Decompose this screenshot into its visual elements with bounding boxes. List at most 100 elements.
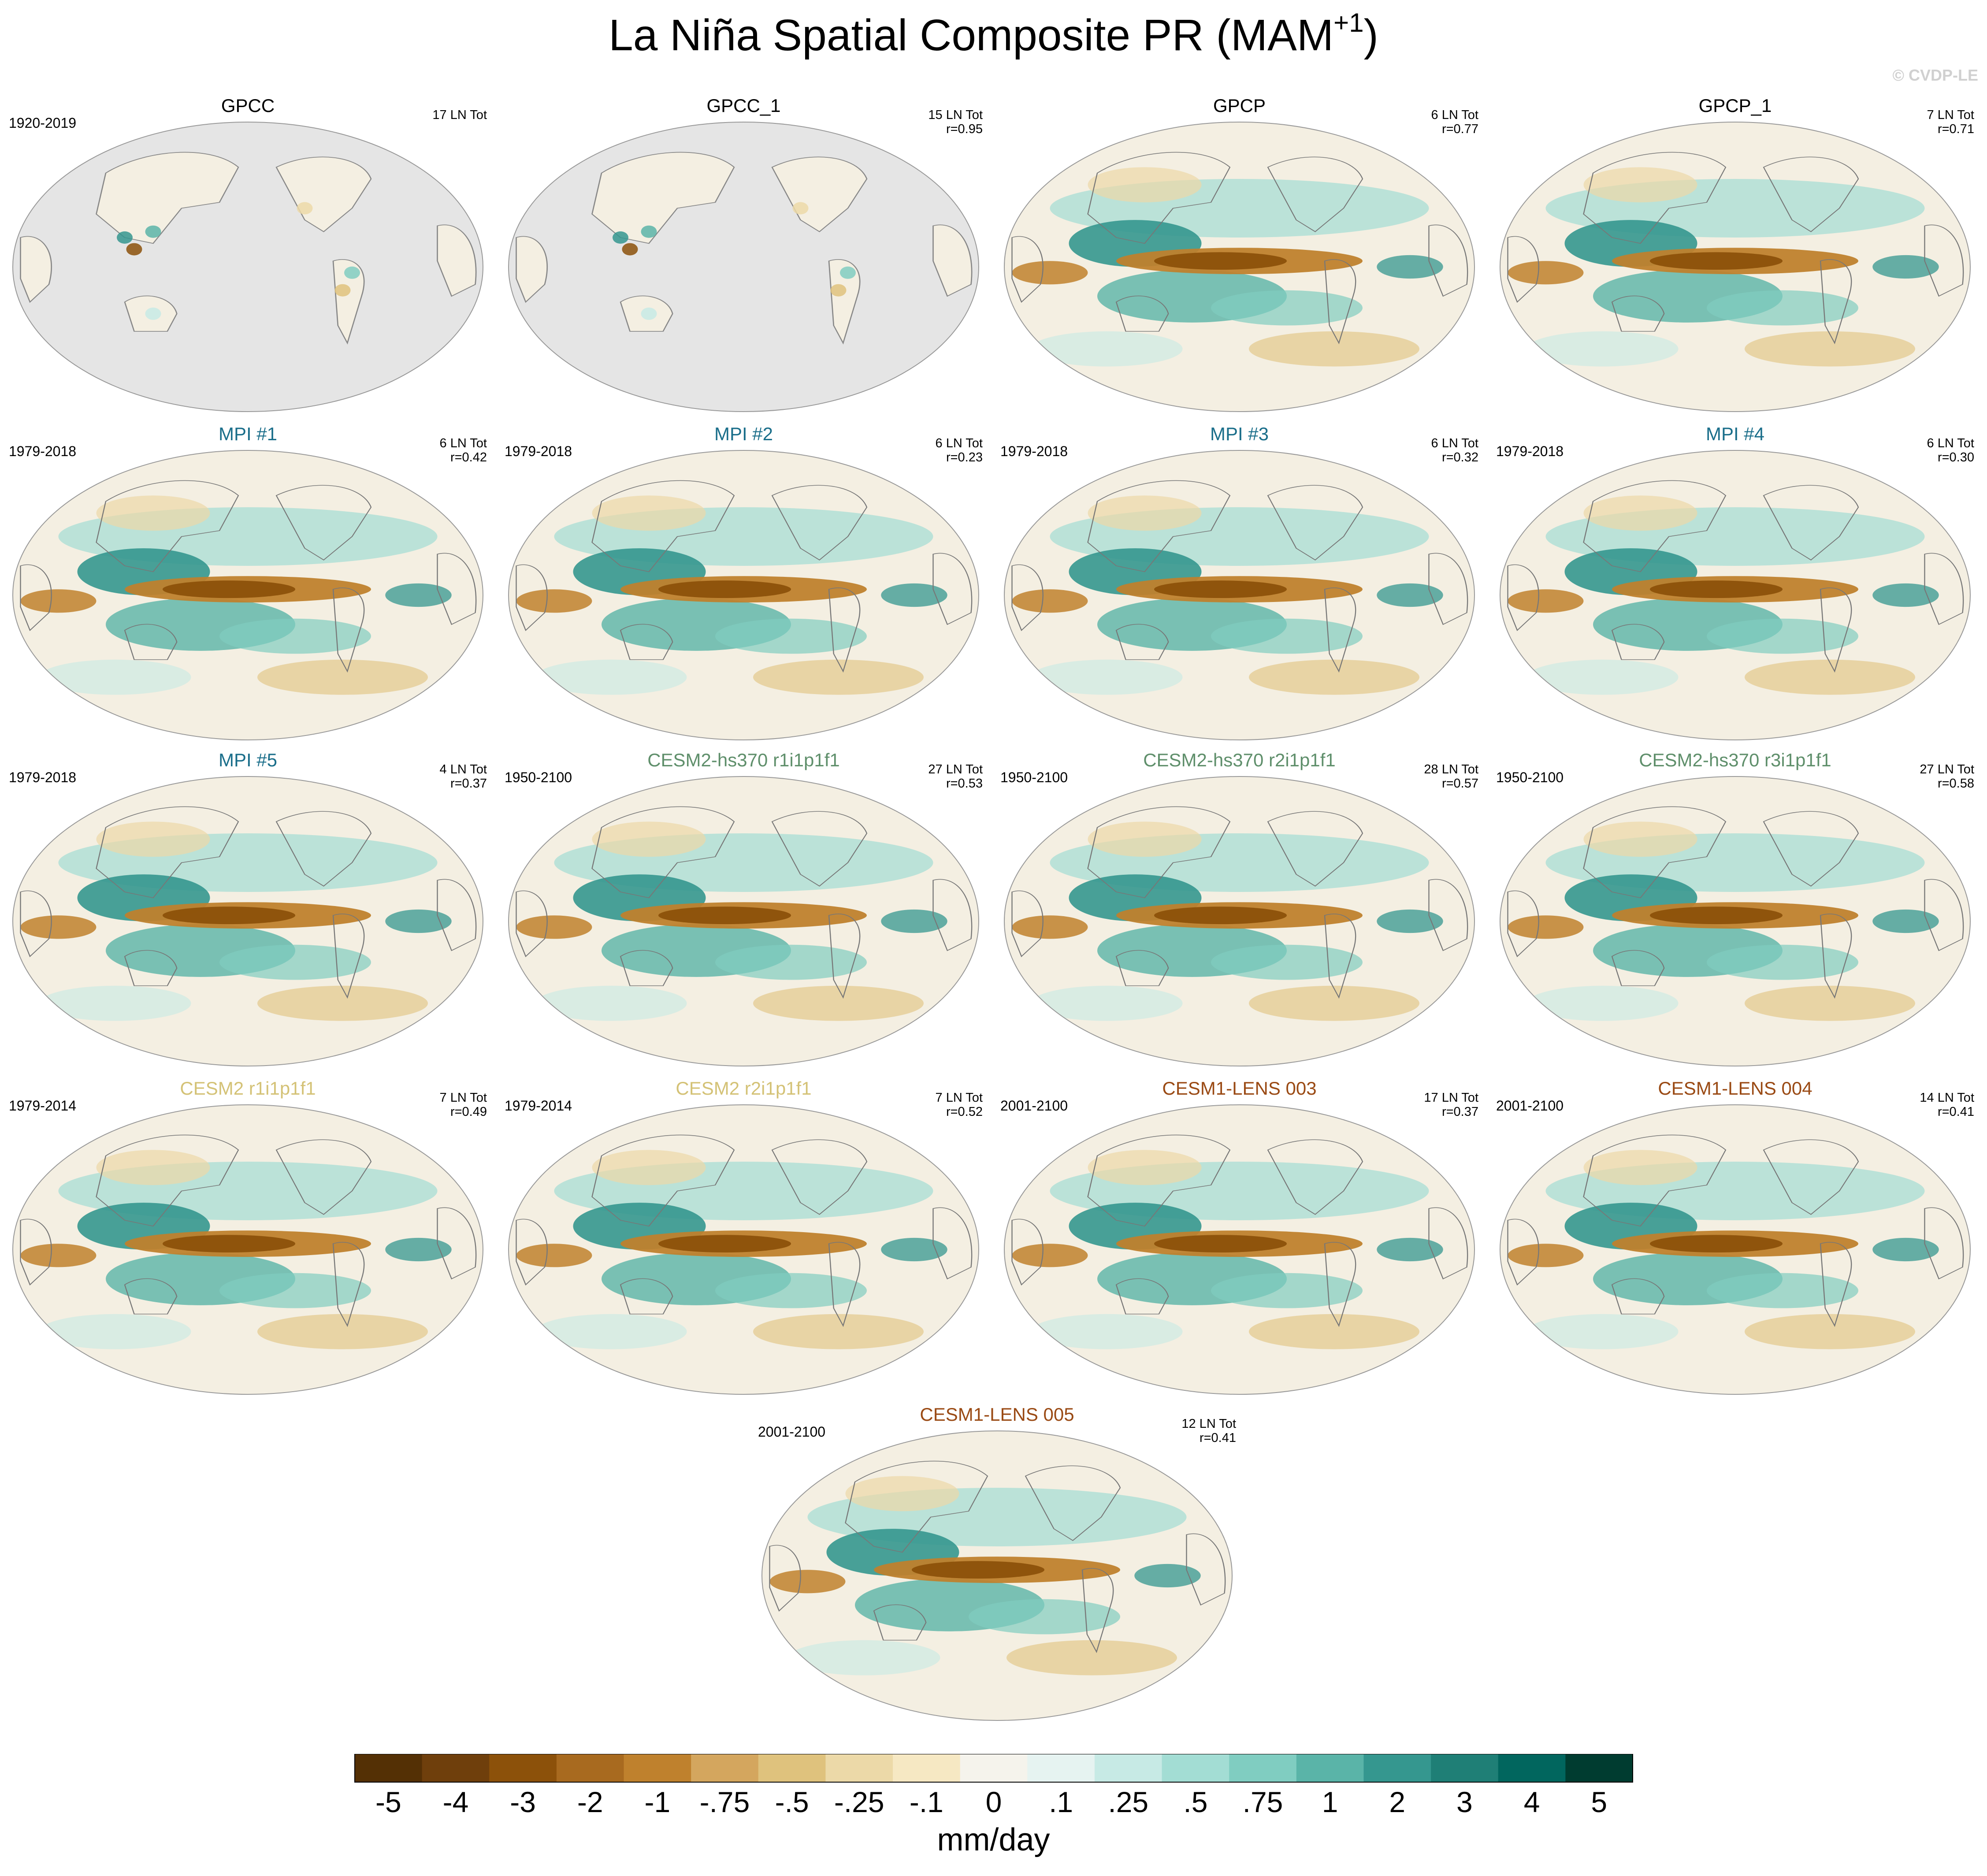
panel-correlation: r=0.52 xyxy=(946,1105,983,1119)
colorbar-tick-label: .75 xyxy=(1243,1786,1283,1818)
colorbar-tick-label: -.1 xyxy=(910,1786,943,1818)
panel-title: GPCC xyxy=(221,95,275,116)
credit-text: © CVDP-LE xyxy=(1892,66,1978,84)
colorbar-tick-label: .5 xyxy=(1183,1786,1207,1818)
colorbar-tick-label: -3 xyxy=(510,1786,536,1818)
map-panel: GPCC 1920-2019 17 LN Tot xyxy=(0,95,496,421)
panel-correlation: r=0.77 xyxy=(1441,122,1478,136)
panel-event-count: 7 LN Tot xyxy=(439,1091,487,1105)
panel-event-count: 6 LN Tot xyxy=(1431,108,1478,122)
colorbar-swatch xyxy=(1363,1754,1431,1782)
panel-correlation: r=0.42 xyxy=(450,450,487,464)
panel-correlation: r=0.37 xyxy=(450,776,487,791)
colorbar-swatch xyxy=(355,1754,423,1782)
panel-event-count: 17 LN Tot xyxy=(432,108,487,122)
colorbar-swatch xyxy=(1296,1754,1364,1782)
panel-event-count: 14 LN Tot xyxy=(1920,1091,1974,1105)
colorbar-tick-label: .25 xyxy=(1108,1786,1148,1818)
colorbar-swatch xyxy=(1229,1754,1297,1782)
panel-event-count: 17 LN Tot xyxy=(1424,1091,1478,1105)
map-panel: CESM1-LENS 004 2001-2100 14 LN Tot r=0.41 xyxy=(1487,1077,1983,1404)
panel-correlation: r=0.49 xyxy=(450,1105,487,1119)
map-panel: MPI #4 1979-2018 6 LN Tot r=0.30 xyxy=(1487,423,1983,749)
colorbar-tick-label: 0 xyxy=(986,1786,1002,1818)
map-image xyxy=(1500,776,1971,1066)
panel-years: 1979-2018 xyxy=(1496,443,1564,459)
colorbar-units: mm/day xyxy=(937,1822,1050,1857)
colorbar-swatch xyxy=(1565,1754,1633,1782)
panel-event-count: 6 LN Tot xyxy=(935,436,983,450)
colorbar-tick-label: -5 xyxy=(375,1786,401,1818)
panel-years: 1979-2018 xyxy=(9,769,77,785)
panel-correlation: r=0.95 xyxy=(946,122,983,136)
panel-title: MPI #4 xyxy=(1705,423,1765,444)
colorbar-swatch xyxy=(556,1754,624,1782)
panel-years: 1979-2018 xyxy=(505,443,572,459)
panel-correlation: r=0.41 xyxy=(1937,1105,1974,1119)
panel-title: CESM2 r2i1p1f1 xyxy=(676,1078,812,1099)
panel-correlation: r=0.58 xyxy=(1937,776,1974,791)
map-panel: CESM1-LENS 003 2001-2100 17 LN Tot r=0.37 xyxy=(992,1077,1487,1404)
panel-event-count: 4 LN Tot xyxy=(439,762,487,776)
map-image xyxy=(12,776,483,1066)
panel-correlation: r=0.23 xyxy=(946,450,983,464)
colorbar-swatch xyxy=(1027,1754,1095,1782)
panel-title: CESM2-hs370 r1i1p1f1 xyxy=(647,750,840,770)
panel-title: CESM1-LENS 003 xyxy=(1162,1078,1317,1099)
panel-event-count: 7 LN Tot xyxy=(1927,108,1974,122)
colorbar-swatch xyxy=(691,1754,759,1782)
colorbar-swatch xyxy=(825,1754,893,1782)
map-image xyxy=(508,1104,979,1395)
map-panel: CESM2 r1i1p1f1 1979-2014 7 LN Tot r=0.49 xyxy=(0,1077,496,1404)
map-panel: GPCP_1 7 LN Tot r=0.71 xyxy=(1487,95,1983,421)
map-panel: MPI #3 1979-2018 6 LN Tot r=0.32 xyxy=(992,423,1487,749)
colorbar-tick-label: -.25 xyxy=(834,1786,884,1818)
panel-title: CESM1-LENS 004 xyxy=(1658,1078,1812,1099)
panel-title: CESM2-hs370 r3i1p1f1 xyxy=(1639,750,1831,770)
panel-event-count: 28 LN Tot xyxy=(1424,762,1478,776)
colorbar-tick-label: .1 xyxy=(1049,1786,1073,1818)
map-panel: CESM2-hs370 r1i1p1f1 1950-2100 27 LN Tot r=… xyxy=(496,749,992,1075)
colorbar-tick-label: 2 xyxy=(1389,1786,1405,1818)
map-image xyxy=(12,122,483,412)
colorbar-tick-label: -.75 xyxy=(700,1786,750,1818)
map-panel: MPI #1 1979-2018 6 LN Tot r=0.42 xyxy=(0,423,496,749)
colorbar-tick-label: 1 xyxy=(1322,1786,1338,1818)
map-image xyxy=(1004,776,1475,1066)
map-panel: MPI #2 1979-2018 6 LN Tot r=0.23 xyxy=(496,423,992,749)
map-image xyxy=(12,1104,483,1395)
panel-event-count: 27 LN Tot xyxy=(928,762,983,776)
panel-title: MPI #5 xyxy=(218,750,278,770)
panel-event-count: 27 LN Tot xyxy=(1920,762,1974,776)
map-image xyxy=(1500,450,1971,740)
map-panel: CESM2-hs370 r2i1p1f1 1950-2100 28 LN Tot r=… xyxy=(992,749,1487,1075)
panel-correlation: r=0.32 xyxy=(1441,450,1478,464)
panel-event-count: 6 LN Tot xyxy=(1927,436,1974,450)
panel-title: MPI #1 xyxy=(218,423,278,444)
panel-years: 1950-2100 xyxy=(1496,769,1564,785)
colorbar-tick-label: -1 xyxy=(644,1786,670,1818)
panel-event-count: 15 LN Tot xyxy=(928,108,983,122)
panel-title: MPI #2 xyxy=(714,423,773,444)
colorbar-swatch xyxy=(422,1754,490,1782)
panel-title: GPCP xyxy=(1213,95,1266,116)
map-panel: GPCP 6 LN Tot r=0.77 xyxy=(992,95,1487,421)
map-image xyxy=(1004,122,1475,412)
map-panel: CESM2-hs370 r3i1p1f1 1950-2100 27 LN Tot r=… xyxy=(1487,749,1983,1075)
colorbar-tick-label: -4 xyxy=(443,1786,469,1818)
panel-title: MPI #3 xyxy=(1210,423,1269,444)
map-panel: GPCC_1 15 LN Tot r=0.95 xyxy=(496,95,992,421)
colorbar-tick-label: 4 xyxy=(1524,1786,1540,1818)
colorbar-swatch xyxy=(758,1754,826,1782)
colorbar-tick-label: 3 xyxy=(1456,1786,1473,1818)
colorbar-tick-label: -.5 xyxy=(775,1786,809,1818)
panel-years: 2001-2100 xyxy=(758,1424,826,1440)
panel-years: 1950-2100 xyxy=(1000,769,1068,785)
map-image xyxy=(508,122,979,412)
colorbar-swatch xyxy=(489,1754,557,1782)
colorbar-swatch xyxy=(1094,1754,1162,1782)
map-panel: MPI #5 1979-2018 4 LN Tot r=0.37 xyxy=(0,749,496,1075)
colorbar: -5 -4 -3 -2 -1 -.75 -.5 -.25 -.1 0 .1 .25 .5 .75 1 2 3 4 5 xyxy=(354,1754,1633,1818)
map-image xyxy=(1004,1104,1475,1395)
panel-years: 1979-2018 xyxy=(1000,443,1068,459)
